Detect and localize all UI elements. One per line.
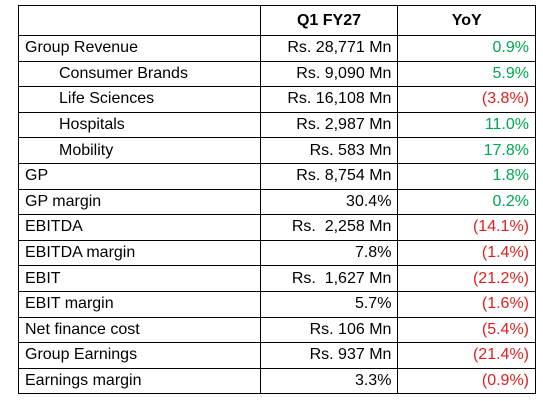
- q1-value: 7.8%: [259, 239, 399, 267]
- q1-value: Rs. 2,258 Mn: [259, 214, 399, 241]
- yoy-value: 0.9%: [397, 35, 536, 62]
- yoy-value: 11.0%: [397, 111, 536, 139]
- row-label: GP: [18, 162, 261, 190]
- table-row: GP Rs. 8,754 Mn 1.8%: [18, 162, 536, 190]
- row-label: Hospitals: [18, 111, 261, 139]
- table-row: Net finance cost Rs. 106 Mn (5.4%): [18, 316, 536, 344]
- yoy-value: (3.8%): [397, 86, 536, 113]
- results-table: Q1 FY27 YoY Group Revenue Rs. 28,771 Mn 0.…: [18, 5, 536, 395]
- yoy-value: (1.4%): [397, 239, 536, 267]
- table-row: EBIT margin 5.7% (1.6%): [18, 290, 536, 318]
- row-label: EBIT margin: [18, 290, 261, 318]
- table-row: Earnings margin 3.3% (0.9%): [18, 367, 536, 395]
- row-label: Consumer Brands: [18, 60, 261, 88]
- yoy-value: 0.2%: [397, 188, 536, 216]
- yoy-value: (21.2%): [397, 265, 536, 292]
- yoy-value: (0.9%): [397, 367, 536, 395]
- row-label: EBITDA margin: [18, 239, 261, 267]
- row-label: Mobility: [18, 137, 261, 164]
- q1-value: 3.3%: [259, 367, 399, 395]
- table-row: EBITDA margin 7.8% (1.4%): [18, 239, 536, 267]
- q1-value: Rs. 583 Mn: [259, 137, 399, 164]
- q1-value: Rs. 106 Mn: [259, 316, 399, 344]
- yoy-value: 1.8%: [397, 162, 536, 190]
- yoy-value: (21.4%): [397, 342, 536, 369]
- q1-value: 5.7%: [259, 290, 399, 318]
- table-row: Consumer Brands Rs. 9,090 Mn 5.9%: [18, 60, 536, 88]
- row-label: Earnings margin: [18, 367, 261, 395]
- q1-value: Rs. 9,090 Mn: [259, 60, 399, 88]
- row-label: EBIT: [18, 265, 261, 292]
- row-label: Life Sciences: [18, 86, 261, 113]
- row-label: EBITDA: [18, 214, 261, 241]
- yoy-value: (14.1%): [397, 214, 536, 241]
- row-label: GP margin: [18, 188, 261, 216]
- table-body: Group Revenue Rs. 28,771 Mn 0.9% Consumer B…: [18, 35, 536, 395]
- table-row: Group Revenue Rs. 28,771 Mn 0.9%: [18, 35, 536, 62]
- yoy-value: (1.6%): [397, 290, 536, 318]
- table-row: Life Sciences Rs. 16,108 Mn (3.8%): [18, 86, 536, 113]
- header-cell: Q1 FY27: [259, 5, 399, 36]
- header-row: Q1 FY27 YoY: [18, 5, 536, 36]
- table-row: EBITDA Rs. 2,258 Mn (14.1%): [18, 214, 536, 241]
- table-row: Hospitals Rs. 2,987 Mn 11.0%: [18, 111, 536, 139]
- q1-value: 30.4%: [259, 188, 399, 216]
- header-cell: [18, 5, 261, 36]
- row-label: Net finance cost: [18, 316, 261, 344]
- table-row: EBIT Rs. 1,627 Mn (21.2%): [18, 265, 536, 292]
- q1-value: Rs. 2,987 Mn: [259, 111, 399, 139]
- q1-value: Rs. 16,108 Mn: [259, 86, 399, 113]
- table-row: Mobility Rs. 583 Mn 17.8%: [18, 137, 536, 164]
- yoy-value: (5.4%): [397, 316, 536, 344]
- q1-value: Rs. 1,627 Mn: [259, 265, 399, 292]
- row-label: Group Earnings: [18, 342, 261, 369]
- header-cell: YoY: [397, 5, 536, 36]
- q1-value: Rs. 8,754 Mn: [259, 162, 399, 190]
- row-label: Group Revenue: [18, 35, 261, 62]
- table-row: GP margin 30.4% 0.2%: [18, 188, 536, 216]
- table-row: Group Earnings Rs. 937 Mn (21.4%): [18, 342, 536, 369]
- yoy-value: 17.8%: [397, 137, 536, 164]
- q1-value: Rs. 937 Mn: [259, 342, 399, 369]
- q1-value: Rs. 28,771 Mn: [259, 35, 399, 62]
- yoy-value: 5.9%: [397, 60, 536, 88]
